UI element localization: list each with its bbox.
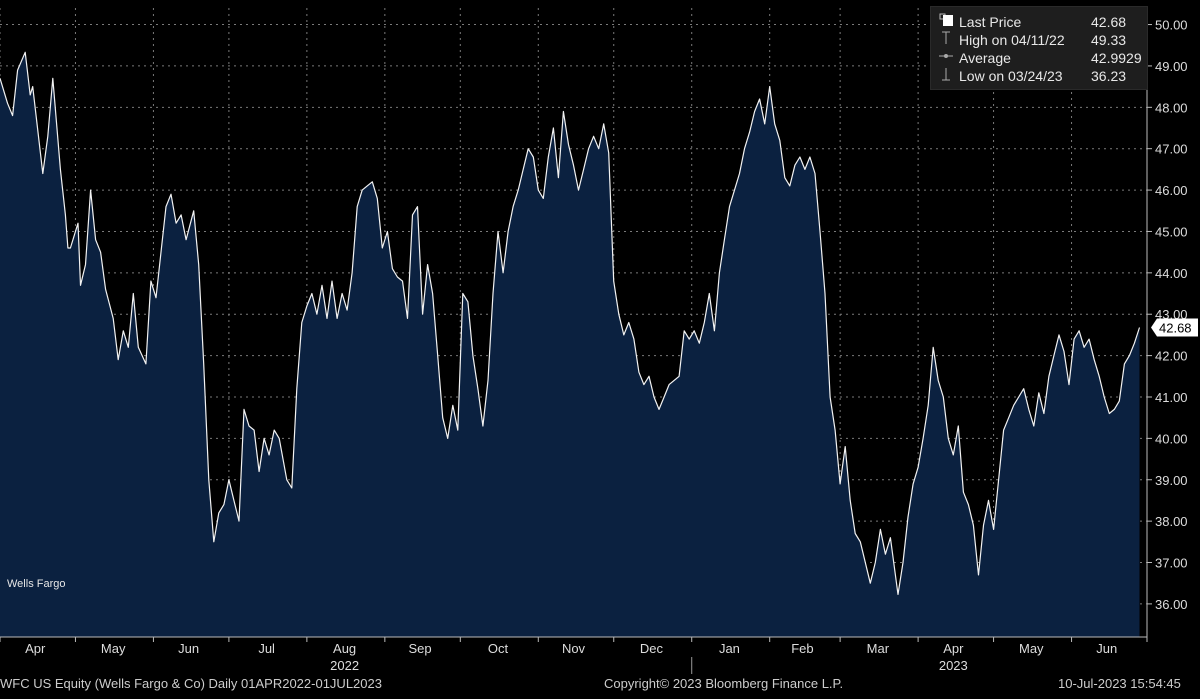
legend-value: 42.68 — [1091, 13, 1127, 30]
x-month-label: Dec — [640, 641, 664, 656]
y-tick-label: 36.00 — [1155, 597, 1188, 612]
x-month-label: Apr — [943, 641, 964, 656]
x-year-label: 2022 — [330, 658, 359, 673]
legend-value: 49.33 — [1091, 31, 1127, 48]
x-month-label: Apr — [25, 641, 46, 656]
y-tick-label: 49.00 — [1155, 59, 1188, 74]
low-marker-icon — [939, 67, 959, 84]
x-month-label: May — [101, 641, 126, 656]
y-tick-label: 48.00 — [1155, 100, 1188, 115]
price-line — [0, 51, 1141, 595]
legend-value: 42.9929 — [1091, 49, 1142, 66]
y-tick-label: 41.00 — [1155, 390, 1188, 405]
last-price-label: 42.68 — [1159, 320, 1192, 335]
price-area — [0, 52, 1140, 638]
x-month-label: Mar — [867, 641, 890, 656]
y-tick-label: 38.00 — [1155, 514, 1188, 529]
series-label: Wells Fargo — [7, 578, 65, 590]
legend-last-price: Last Price 42.68 — [939, 13, 1126, 30]
y-tick-label: 37.00 — [1155, 556, 1188, 571]
y-tick-label: 39.00 — [1155, 473, 1188, 488]
legend-label: Low on 03/24/23 — [959, 67, 1063, 84]
x-month-label: Aug — [333, 641, 356, 656]
y-tick-label: 44.00 — [1155, 266, 1188, 281]
legend: Last Price 42.68 High on 04/11/22 49.33 … — [930, 6, 1148, 90]
footer-security-info: WFC US Equity (Wells Fargo & Co) Daily 0… — [0, 676, 382, 691]
x-month-label: Jul — [258, 641, 275, 656]
legend-high: High on 04/11/22 49.33 — [939, 31, 1126, 48]
y-tick-label: 45.00 — [1155, 224, 1188, 239]
y-tick-label: 50.00 — [1155, 18, 1188, 33]
legend-value: 36.23 — [1091, 67, 1127, 84]
y-tick-label: 40.00 — [1155, 431, 1188, 446]
x-month-label: Oct — [488, 641, 509, 656]
x-month-label: Sep — [408, 641, 431, 656]
footer-copyright: Copyright© 2023 Bloomberg Finance L.P. — [604, 676, 844, 691]
legend-label: High on 04/11/22 — [959, 31, 1065, 48]
y-tick-label: 46.00 — [1155, 183, 1188, 198]
x-month-label: May — [1019, 641, 1044, 656]
x-month-label: Jun — [1096, 641, 1117, 656]
footer-timestamp: 10-Jul-2023 15:54:45 — [1058, 676, 1181, 691]
x-year-label: 2023 — [939, 658, 968, 673]
last-price-tag — [1151, 318, 1198, 337]
y-tick-label: 47.00 — [1155, 142, 1188, 157]
y-tick-label: 42.00 — [1155, 349, 1188, 364]
high-marker-icon — [939, 31, 959, 48]
legend-label: Last Price — [959, 13, 1022, 30]
legend-square-icon — [939, 13, 959, 30]
x-month-label: Nov — [562, 641, 586, 656]
legend-label: Average — [959, 49, 1011, 66]
x-month-label: Feb — [791, 641, 813, 656]
legend-low: Low on 03/24/23 36.23 — [939, 67, 1126, 84]
average-marker-icon — [939, 49, 959, 66]
x-month-label: Jan — [719, 641, 740, 656]
x-month-label: Jun — [178, 641, 199, 656]
legend-average: Average 42.9929 — [939, 49, 1142, 66]
